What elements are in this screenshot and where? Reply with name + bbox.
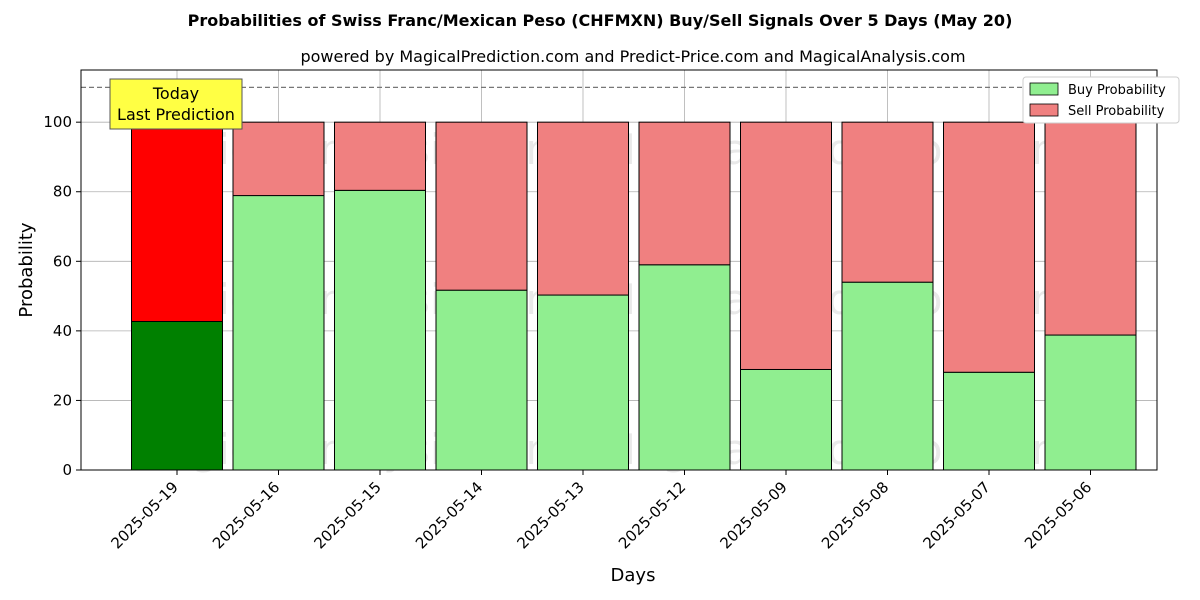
chart-subtitle: powered by MagicalPrediction.com and Pre…: [300, 47, 965, 66]
bar-buy: [334, 189, 426, 471]
bar-buy: [232, 195, 325, 471]
bar-buy: [740, 368, 832, 471]
y-tick-label: 0: [62, 461, 72, 479]
legend-frame: [1022, 76, 1180, 124]
bar-sell: [537, 121, 629, 296]
x-tick-label: 2025-05-13: [513, 478, 587, 552]
y-tick-label: 100: [43, 113, 72, 131]
y-tick-label: 20: [53, 391, 72, 409]
bar-sell: [638, 121, 731, 266]
annotation-line2: Last Prediction: [117, 105, 235, 124]
y-axis-label: Probability: [16, 222, 37, 317]
x-tick-label: 2025-05-19: [107, 478, 181, 552]
bar-buy: [638, 264, 731, 471]
bar-sell: [232, 121, 325, 197]
x-tick-label: 2025-05-15: [310, 478, 384, 552]
annotation-line1: Today: [152, 84, 199, 103]
bar-sell: [740, 121, 832, 370]
x-tick-label: 2025-05-16: [209, 478, 283, 552]
bar-sell: [943, 121, 1035, 373]
y-tick-label: 60: [53, 252, 72, 270]
legend: Buy Probability Sell Probability: [1022, 76, 1180, 124]
x-tick-label: 2025-05-06: [1021, 478, 1095, 552]
x-tick-label: 2025-05-12: [615, 478, 689, 552]
bar-sell: [334, 121, 426, 191]
x-tick-label: 2025-05-08: [818, 478, 892, 552]
today-annotation: Today Last Prediction: [109, 78, 243, 130]
plot-frame: [80, 69, 1158, 471]
x-tick-label: 2025-05-09: [716, 478, 790, 552]
bar-sell: [841, 121, 934, 283]
y-tick-label: 40: [53, 322, 72, 340]
bar-sell: [131, 121, 223, 322]
y-tick-label: 80: [53, 183, 72, 201]
legend-label-sell: Sell Probability: [1068, 104, 1165, 119]
bar-buy: [1044, 334, 1137, 471]
bar-sell: [1044, 121, 1137, 336]
bar-buy: [435, 289, 528, 471]
bar-buy: [537, 294, 629, 471]
x-axis-label: Days: [611, 565, 656, 586]
chart-title: Probabilities of Swiss Franc/Mexican Pes…: [188, 11, 1013, 30]
bar-buy: [131, 320, 223, 471]
bars: [131, 121, 1137, 471]
bar-buy: [841, 281, 934, 471]
annotation-box: [109, 78, 243, 130]
legend-label-buy: Buy Probability: [1068, 83, 1166, 98]
legend-swatch-buy: [1029, 82, 1059, 96]
x-tick-label: 2025-05-14: [412, 478, 486, 552]
bar-sell: [435, 121, 528, 291]
x-tick-label: 2025-05-07: [919, 478, 993, 552]
bar-buy: [943, 371, 1035, 471]
legend-swatch-sell: [1029, 103, 1059, 117]
